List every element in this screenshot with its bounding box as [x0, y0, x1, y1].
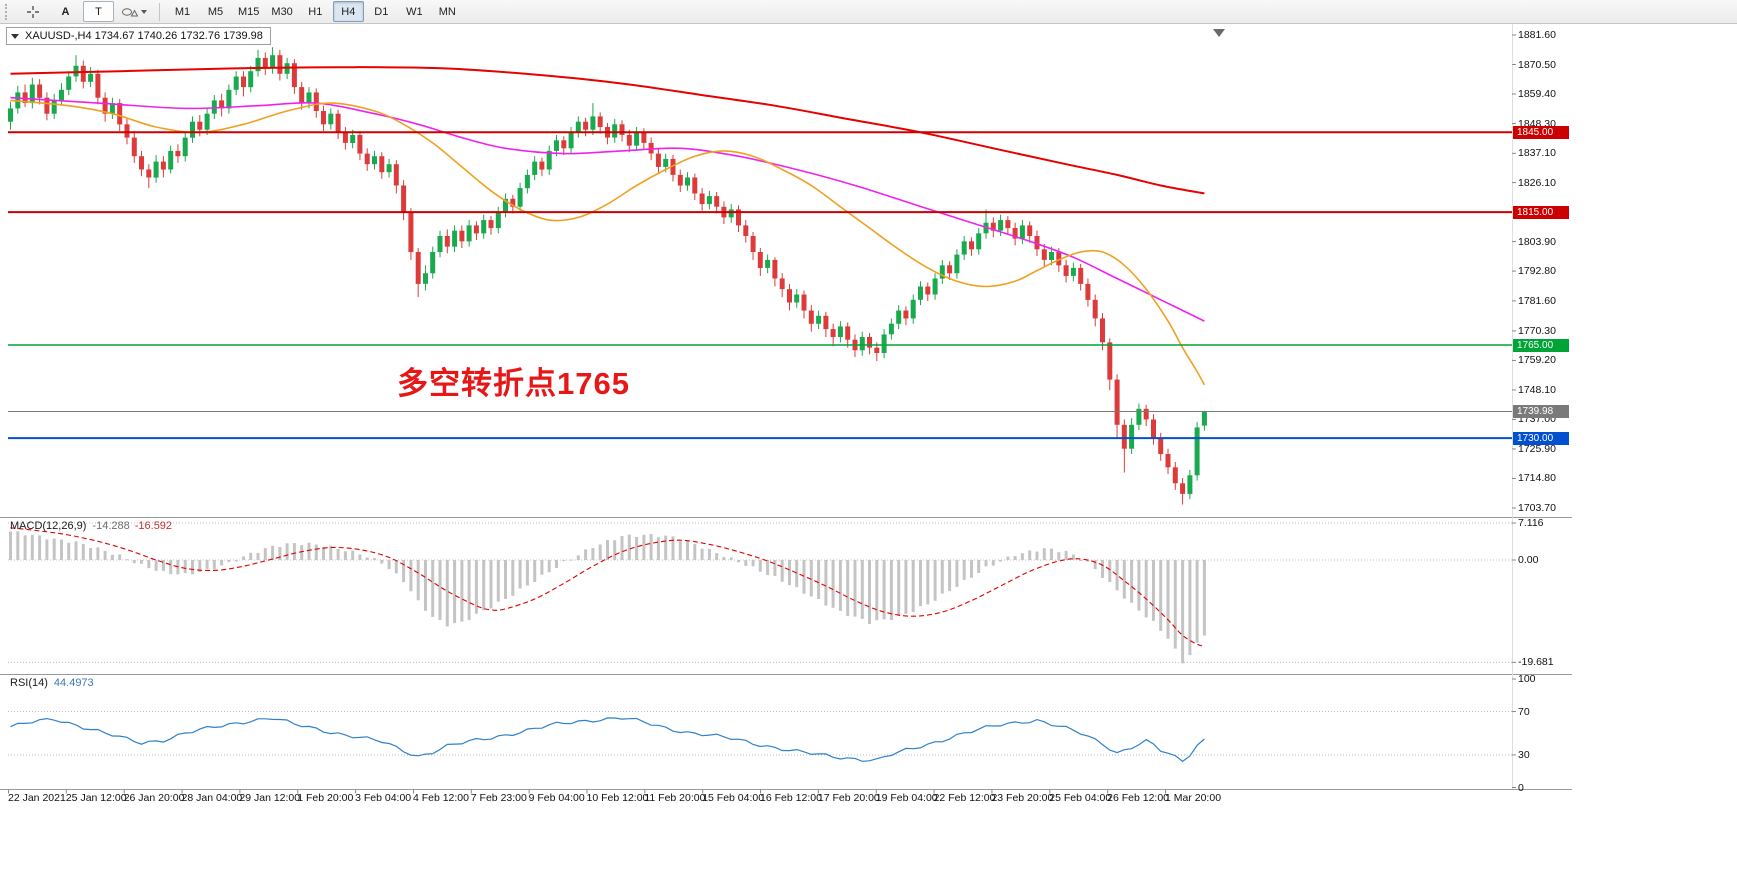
text-label-tool-glyph: A	[61, 5, 70, 18]
price-axis-label: 1881.60	[1518, 29, 1556, 41]
time-axis-label: 26 Feb 12:00	[1107, 792, 1170, 804]
price-axis-label: 1870.50	[1518, 58, 1556, 71]
macd-axis-label: 7.116	[1518, 516, 1544, 529]
price-axis-label: 1759.20	[1518, 354, 1556, 367]
price-axis-label: 1714.80	[1518, 472, 1556, 485]
price-axis-label: 1748.10	[1518, 383, 1556, 396]
time-axis-label: 25 Feb 04:00	[1049, 792, 1112, 804]
ohlc-readout: XAUUSD-,H4 1734.67 1740.26 1732.76 1739.…	[25, 30, 263, 42]
time-axis-label: 3 Feb 04:00	[355, 792, 412, 804]
timeframe-mn-button[interactable]: MN	[438, 5, 456, 18]
toolbar-separator	[159, 2, 160, 21]
time-axis-label: 25 Jan 12:00	[65, 792, 127, 804]
price-axis-label: 1703.70	[1518, 502, 1556, 514]
macd-axis-label: 0.00	[1518, 554, 1539, 566]
candles-group	[8, 47, 1207, 505]
time-axis-label: 4 Feb 12:00	[412, 792, 469, 804]
macd-histogram	[9, 531, 1206, 664]
price-tag-1730.00[interactable]: 1730.00	[1513, 431, 1569, 445]
time-axis-label: 17 Feb 20:00	[817, 792, 880, 804]
hlines-group	[8, 131, 1512, 440]
indicator-grid	[8, 522, 1512, 756]
rsi-value: 44.4973	[53, 677, 94, 689]
macd-name: MACD(12,26,9)	[10, 520, 87, 532]
time-axis-label: 23 Feb 20:00	[991, 792, 1054, 804]
shapes-tool-button[interactable]	[116, 1, 152, 22]
crosshair-tool-button[interactable]	[17, 1, 48, 22]
timeframe-d1-button[interactable]: D1	[374, 5, 389, 18]
price-tag-1815.00[interactable]: 1815.00	[1513, 205, 1569, 219]
rsi-axis-label: 70	[1518, 705, 1530, 718]
price-axis-label: 1792.80	[1518, 265, 1556, 278]
price-axis-label: 1781.60	[1518, 294, 1556, 307]
time-axis-label: 22 Feb 12:00	[933, 792, 996, 804]
rsi-line	[10, 717, 1205, 763]
time-axis-label: 29 Jan 12:00	[239, 792, 301, 804]
time-axis-label: 7 Feb 23:00	[470, 792, 527, 804]
time-axis-label: 26 Jan 20:00	[123, 792, 185, 804]
collapse-arrow-icon[interactable]	[11, 33, 19, 39]
time-axis-label: 11 Feb 20:00	[644, 792, 706, 804]
price-axis-label: 1803.90	[1518, 235, 1556, 248]
time-axis-label: 19 Feb 04:00	[875, 792, 938, 804]
time-axis-label: 15 Feb 04:00	[702, 792, 765, 804]
price-tag-1765.00[interactable]: 1765.00	[1513, 338, 1569, 352]
ma-slow-line	[10, 66, 1205, 195]
time-axis-label: 22 Jan 2021	[8, 792, 66, 804]
timeframe-m15-button[interactable]: M15	[238, 5, 260, 18]
time-axis-label: 10 Feb 12:00	[586, 792, 649, 804]
chart-shift-marker-icon	[1213, 29, 1225, 37]
macd-axis-label: -19.681	[1518, 656, 1554, 669]
toolbar: A T M1 M5 M15 M30 H1 H4 D1 W1 MN	[0, 0, 1737, 24]
rsi-axis-label: 30	[1518, 748, 1530, 761]
price-axis-label: 1859.40	[1518, 88, 1556, 101]
price-tag-1845.00[interactable]: 1845.00	[1513, 125, 1569, 139]
ma-mid-line	[10, 96, 1205, 322]
crosshair-icon	[26, 5, 39, 18]
dropdown-caret-icon	[141, 9, 147, 14]
time-axis-label: 28 Jan 04:00	[181, 792, 243, 804]
timeframe-group: M1 M5 M15 M30 H1 H4 D1 W1 MN	[166, 1, 464, 22]
macd-main-value: -14.288	[92, 520, 130, 532]
time-axis-label: 9 Feb 04:00	[528, 792, 585, 804]
rsi-name: RSI(14)	[10, 677, 48, 689]
timeframe-h1-button[interactable]: H1	[308, 5, 323, 18]
timeframe-h4-button[interactable]: H4	[332, 1, 364, 22]
panel-separators	[0, 24, 1572, 790]
price-axis-label: 1725.90	[1518, 442, 1556, 455]
price-tag-1739.98[interactable]: 1739.98	[1513, 405, 1569, 419]
rsi-axis-label: 100	[1518, 673, 1536, 685]
chart-info-box: XAUUSD-,H4 1734.67 1740.26 1732.76 1739.…	[6, 27, 271, 45]
timeframe-m1-button[interactable]: M1	[174, 5, 191, 18]
price-axis-label: 1770.30	[1518, 324, 1556, 337]
text-label-tool-button[interactable]: A	[50, 1, 81, 22]
chart-annotation[interactable]: 多空转折点1765	[397, 366, 630, 401]
ma-fast-line	[10, 99, 1206, 386]
macd-signal-value: -16.592	[134, 520, 173, 532]
rsi-indicator-label: RSI(14) 44.4973	[10, 677, 94, 689]
rsi-axis-label: 0	[1518, 781, 1524, 794]
time-axis-label: 16 Feb 12:00	[760, 792, 822, 804]
toolbar-drag-handle[interactable]	[5, 3, 10, 20]
time-axis-label: 1 Feb 20:00	[297, 792, 354, 804]
price-axis-label: 1837.10	[1518, 147, 1556, 160]
macd-signal-line	[10, 527, 1205, 647]
text-tool-button[interactable]: T	[83, 1, 114, 22]
timeframe-m5-button[interactable]: M5	[207, 5, 224, 18]
time-axis-label: 1 Mar 20:00	[1165, 792, 1222, 804]
macd-indicator-label: MACD(12,26,9) -14.288 -16.592	[10, 520, 172, 532]
timeframe-w1-button[interactable]: W1	[406, 5, 423, 18]
text-tool-glyph: T	[95, 5, 102, 18]
timeframe-m30-button[interactable]: M30	[271, 5, 293, 18]
shapes-icon	[122, 7, 138, 16]
price-axis-label: 1826.10	[1518, 176, 1556, 189]
